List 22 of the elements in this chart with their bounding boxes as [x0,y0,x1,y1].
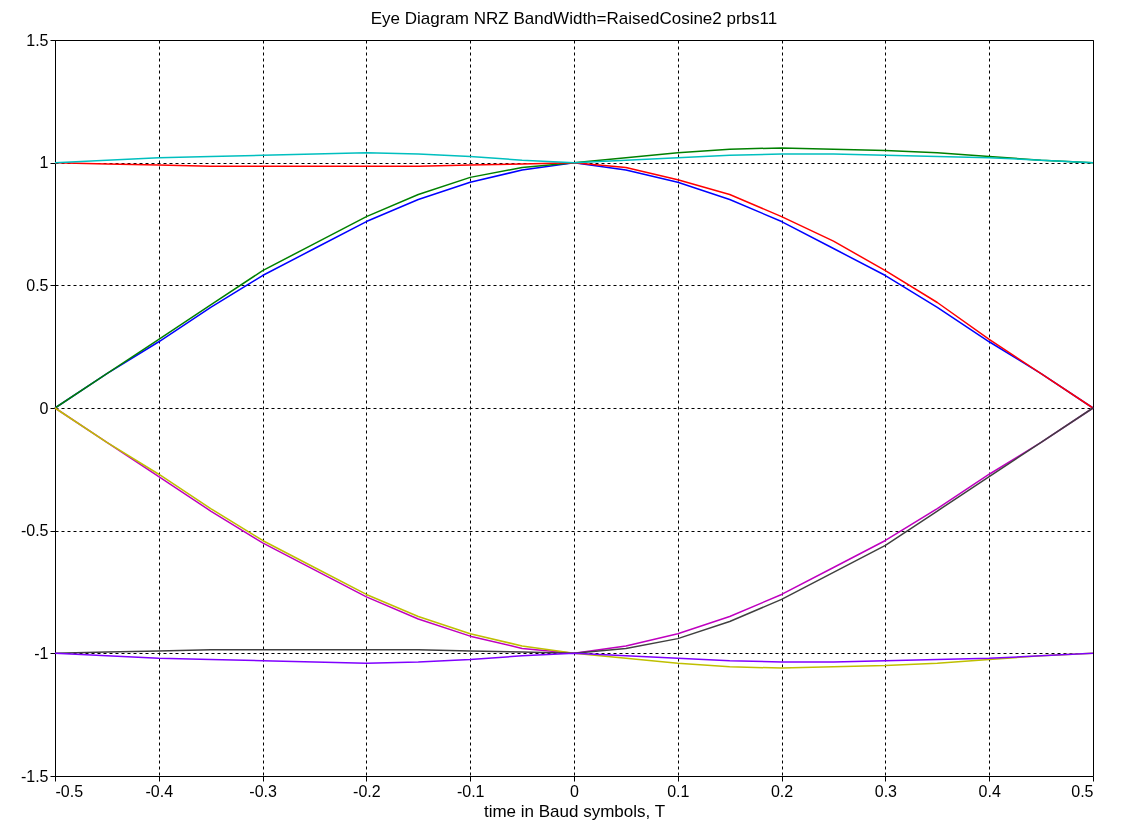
x-tick-label: 0.1 [667,782,690,800]
line-series [54,652,1094,664]
y-tick-label: -0.5 [20,522,49,540]
y-tick-label: 1.5 [26,31,49,49]
x-tick-label: -0.2 [353,782,381,800]
x-tick-label: -0.4 [145,782,174,800]
y-tick-label: 0 [39,399,49,417]
x-tick-label: 0.3 [874,782,898,800]
y-tick-label: -1 [34,644,49,662]
x-tick-label: 0.4 [978,782,1001,800]
x-tick-label: -0.3 [249,782,277,800]
x-tick-label: 0 [570,782,580,800]
x-tick-label: 0.5 [1071,782,1094,800]
line-series [54,152,1094,164]
y-tick-label: -1.5 [20,767,49,785]
x-tick-label: -0.5 [55,782,84,800]
chart-title: Eye Diagram NRZ BandWidth=RaisedCosine2 prbs11 [370,9,778,28]
y-tick-label: 0.5 [26,276,49,294]
x-tick-label: -0.1 [456,782,485,800]
y-tick-label: 1 [39,154,49,172]
x-tick-label: 0.2 [770,782,794,800]
x-axis-title: time in Baud symbols, T [483,801,666,821]
